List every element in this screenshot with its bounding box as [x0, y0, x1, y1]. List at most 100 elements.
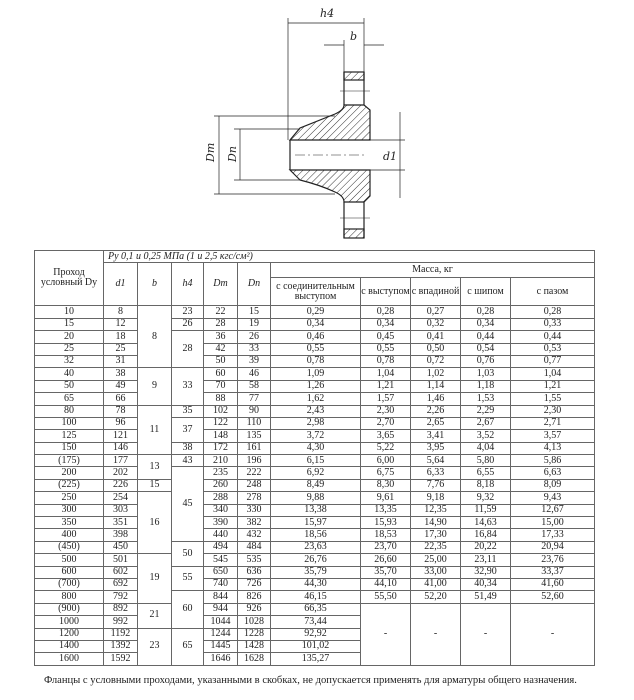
- cell-dn: 58: [237, 379, 271, 394]
- cell-mass: 9,18: [410, 491, 461, 505]
- cell-dy: (700): [34, 577, 104, 592]
- cell-dn: 330: [237, 503, 271, 518]
- table-row: 100 96 37 122 110 2,98 2,70 2,65 2,67 2,71: [34, 416, 596, 443]
- cell-d1: 254: [103, 491, 138, 505]
- cell-d1: 25: [103, 342, 138, 356]
- cell-mass: 5,80: [460, 454, 511, 468]
- cell-mass: 3,65: [360, 429, 411, 443]
- cell-d1: 602: [103, 565, 138, 580]
- cell-mass: 33,00: [410, 565, 461, 580]
- cell-dm: 70: [203, 379, 238, 394]
- cell-mass: 13,35: [360, 503, 411, 518]
- cell-mass: 1,26: [270, 379, 361, 394]
- cell-mass: 2,70: [360, 416, 411, 431]
- cell-mass: 6,63: [509, 466, 596, 480]
- cell-mass: 8,49: [270, 478, 361, 493]
- cell-dm: 172: [203, 441, 238, 456]
- cell-dy: 200: [34, 466, 104, 480]
- cell-dm: 148: [203, 429, 238, 443]
- table-row: 10 8 8 23 22 15 0,29 0,28 0,27 0,28 0,28: [34, 305, 596, 369]
- table-row: 800 792 60 844 826 46,15 55,50 52,20 51,49 52,60: [34, 590, 596, 629]
- cell-mass: 14,90: [410, 516, 461, 530]
- cell-d1: 202: [103, 466, 138, 480]
- cell-dm: 60: [203, 367, 238, 381]
- cell-dm: 1044: [203, 615, 238, 629]
- cell-dn: 222: [237, 466, 271, 480]
- cell-mass: 0,72: [410, 354, 461, 369]
- cell-mass: 35,79: [270, 565, 361, 580]
- cell-dy: 800: [34, 590, 104, 604]
- cell-d1: 38: [103, 367, 138, 381]
- cell-dn: 39: [237, 354, 271, 369]
- cell-mass: 3,41: [410, 429, 461, 443]
- cell-mass: 0,55: [360, 342, 411, 356]
- cell-mass: 26,76: [270, 553, 361, 567]
- cell-dn: 248: [237, 478, 271, 493]
- cell-mass: 1,21: [509, 379, 596, 394]
- cell-d1: 8: [103, 305, 138, 319]
- cell-mass: 101,02: [270, 639, 361, 654]
- cell-mass: 3,95: [410, 441, 461, 456]
- cell-d1: 398: [103, 528, 138, 542]
- cell-mass-missing: -: [410, 602, 461, 666]
- cell-mass: 4,04: [460, 441, 511, 456]
- cell-dy: 32: [34, 354, 104, 369]
- table-row: 500 501 19 545 535 26,76 26,60 25,00 23,11 23,76: [34, 553, 596, 604]
- cell-mass: 2,43: [270, 404, 361, 418]
- cell-h4: 45: [171, 466, 204, 542]
- cell-mass: 9,43: [509, 491, 596, 505]
- cell-dy: 15: [34, 317, 104, 332]
- cell-dn: 33: [237, 342, 271, 356]
- cell-d1: 692: [103, 577, 138, 592]
- cell-mass: 13,38: [270, 503, 361, 518]
- cell-b: 13: [137, 454, 172, 480]
- cell-mass: 0,44: [509, 330, 596, 344]
- cell-dm: 22: [203, 305, 238, 319]
- table-body: 10 8 8 23 22 15 0,29 0,28 0,27 0,28 0,28 15 12 26 28 19…: [34, 305, 596, 666]
- cell-dm: 50: [203, 354, 238, 369]
- cell-mass: 1,04: [509, 367, 596, 381]
- cell-dy: 50: [34, 379, 104, 394]
- cell-mass: 1,62: [270, 392, 361, 406]
- cell-mass: 0,28: [509, 305, 596, 319]
- cell-dy: 600: [34, 565, 104, 580]
- cell-mass: 41,00: [410, 577, 461, 592]
- cell-dn: 1628: [237, 652, 271, 666]
- cell-dy: (225): [34, 478, 104, 493]
- cell-d1: 892: [103, 602, 138, 617]
- cell-dm: 390: [203, 516, 238, 530]
- cell-mass: 135,27: [270, 652, 361, 666]
- table-row: 25 25 42 33 0,55 0,55 0,50 0,54 0,53: [34, 342, 596, 356]
- cell-mass: 9,88: [270, 491, 361, 505]
- header-mass-groove: с пазом: [509, 277, 596, 307]
- cell-mass: 23,70: [360, 540, 411, 555]
- cell-dn: 26: [237, 330, 271, 344]
- cell-mass: 0,29: [270, 305, 361, 319]
- cell-dy: (175): [34, 454, 104, 468]
- cell-dn: 135: [237, 429, 271, 443]
- cell-dm: 235: [203, 466, 238, 480]
- cell-dy: 125: [34, 429, 104, 443]
- header-dm: Dm: [203, 262, 238, 307]
- table-row: (900) 892 21 944 926 66,35- - - -: [34, 602, 596, 666]
- cell-mass: 6,75: [360, 466, 411, 480]
- cell-d1: 1192: [103, 627, 138, 641]
- cell-mass: 1,03: [460, 367, 511, 381]
- cell-h4: 26: [171, 317, 204, 332]
- cell-mass: 1,09: [270, 367, 361, 381]
- cell-mass: 6,55: [460, 466, 511, 480]
- cell-mass: 2,30: [360, 404, 411, 418]
- label-dm: Dm: [204, 143, 217, 163]
- cell-mass: 66,35: [270, 602, 361, 617]
- cell-dm: 102: [203, 404, 238, 418]
- cell-b: 15: [137, 478, 172, 493]
- table-row: 20 18 28 36 26 0,46 0,45 0,41 0,44 0,44: [34, 330, 596, 369]
- header-dy: Проход условный Dу: [34, 249, 104, 307]
- cell-dn: 77: [237, 392, 271, 406]
- cell-mass: 0,53: [509, 342, 596, 356]
- header-b: b: [137, 262, 172, 307]
- table-row: (225) 226 15 260 248 8,49 8,30 7,76 8,18 8,09: [34, 478, 596, 493]
- table-row: 65 66 88 77 1,62 1,57 1,46 1,53 1,55: [34, 392, 596, 406]
- cell-mass: 0,41: [410, 330, 461, 344]
- cell-d1: 66: [103, 392, 138, 406]
